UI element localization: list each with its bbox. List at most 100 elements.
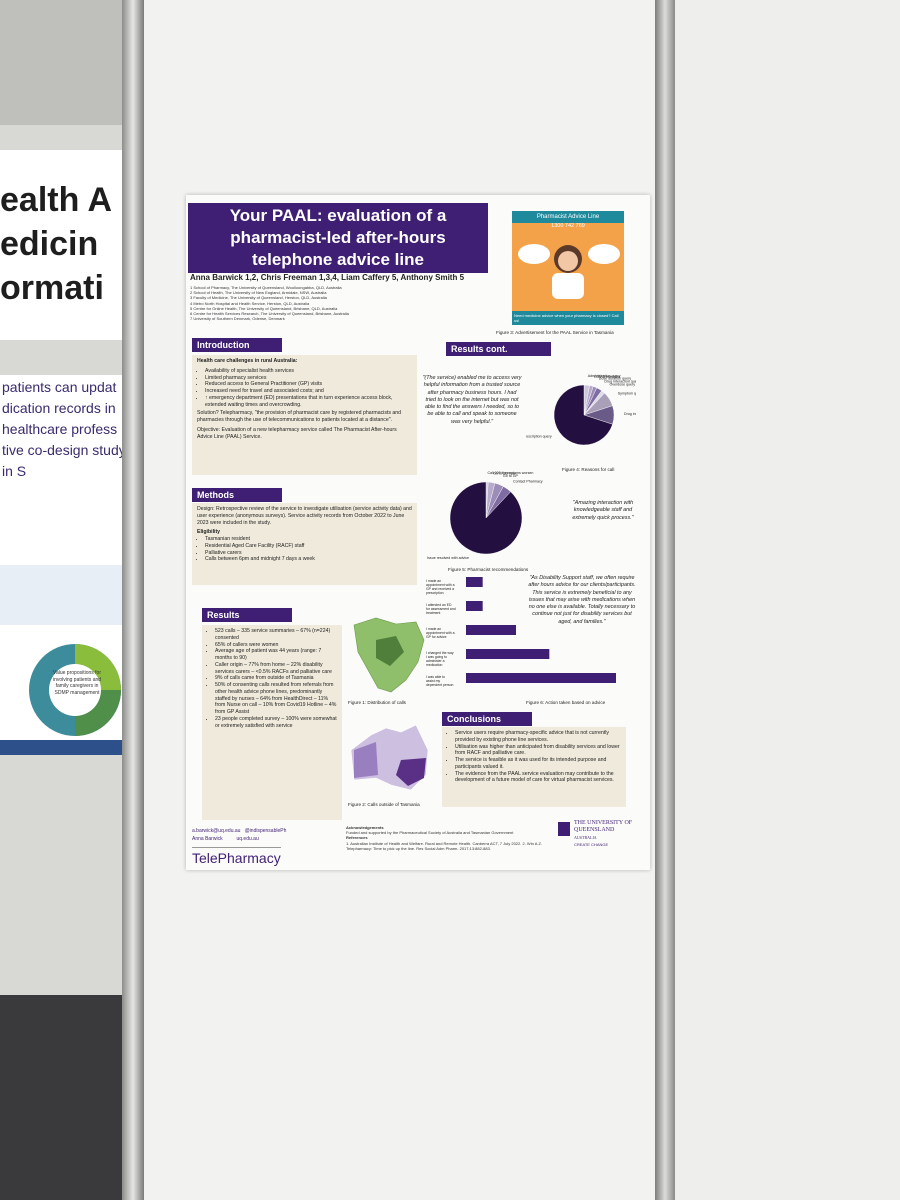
left-poster-wheel [29,644,121,736]
pie-label: Overdose query [609,383,635,387]
bar-label: I attended an ED for assessment and treatm… [426,603,456,615]
conclusions-list: Service users require pharmacy-specific … [447,730,621,784]
intro-bullet: Limited pharmacy services [205,375,412,382]
methods-box: Design: Retrospective review of the serv… [192,503,417,585]
eligibility-item: Tasmanian resident [205,536,412,543]
bubble [518,244,550,264]
left-poster-footer [0,740,135,755]
quote-2: "Amazing interaction with knowledgeable … [572,500,634,521]
label-line: for assessment and [426,607,456,611]
right-pole [655,0,675,1200]
uq-name: THE UNIVERSITY OF QUEENSLAND [574,820,633,833]
label-line: I was able to [426,675,445,679]
conclusions-heading: Conclusions [442,712,532,726]
affiliation: 3 Faculty of Medicine, The University of… [190,295,327,301]
pie-label: Administration query [588,374,621,378]
bar-label: I made an appointment with a GP and receiv… [426,579,455,595]
intro-list: Availability of specialist health servic… [197,368,412,409]
ref-heading: References [346,835,368,841]
intro-bullet: Reduced access to General Practitioner (… [205,381,412,388]
bubble [588,244,620,264]
pie-label: Prescription query [526,434,552,438]
pie-label: Go to GP [503,474,519,478]
poster-title: Your PAAL: evaluation of a pharmacist-le… [188,203,488,273]
intro-bullet: Increased need for travel and associated… [205,388,412,395]
floor [0,995,145,1200]
bar [466,673,616,683]
uq-logo: THE UNIVERSITY OF QUEENSLAND AUSTRALIA C… [558,820,643,848]
bar [466,649,550,659]
results-list: 523 calls – 335 service summaries – 67% … [207,628,337,729]
uq-motto: CREATE CHANGE [574,842,609,847]
pie-slice [553,384,613,446]
banner-line: ormati [0,269,104,307]
affiliation: 1 School of Pharmacy, The University of … [190,285,342,290]
result-item: 50% of consenting calls resulted from re… [215,682,337,716]
bar [466,625,516,635]
brand: TelePharmacy [192,847,281,866]
intro-objective: Objective: Evaluation of a new telepharm… [197,426,397,440]
intro-bullet: ↑ emergency department (ED) presentation… [205,395,412,409]
fig6-chart: I made an appointment with a GP and receiv… [426,577,616,687]
label-line: dependent person [426,683,453,687]
left-poster-figure [0,565,135,625]
body [552,273,584,299]
eligibility-heading: Eligibility [197,529,221,536]
face [558,251,578,271]
ack-text: Funded and supported by the Pharmaceutic… [346,830,514,836]
result-item: 23 people completed survey – 100% were s… [215,716,337,730]
pie-label: Drug information query [624,412,636,416]
banner-text: ealth A edicin ormati [0,150,128,310]
left-pole [122,0,144,1200]
label-line: I made an [426,579,441,583]
label-line: appointment with a [426,583,455,587]
label-line: prescription [426,591,444,595]
bar-label: I was able to assist my dependent person [426,675,453,687]
advert-phone: 1300 742 769 [551,223,585,229]
left-window [0,0,130,125]
poster-line: patients can updat [2,379,117,395]
affiliation: 4 Metro North Hospital and Health Servic… [190,300,310,306]
pie-label: Symptom query [618,392,636,396]
result-item: 65% of callers were women [215,642,337,649]
right-board [670,0,900,1200]
contacts: a.barwick@uq.edu.au @indispensablePh Ann… [192,827,342,843]
label-line: GP and received a [426,587,454,591]
label-line: GP for advice [426,635,447,639]
bar-label: I made an appointment with a GP for advice [426,627,455,639]
pie-label: Contact Pharmacy [513,479,543,483]
pie-label: Dose duration query [599,377,632,381]
banner-line: ealth A [0,181,113,219]
wheel-center [49,664,101,716]
bar [466,577,483,587]
eligibility-item: Calls between 6pm and midnight 7 days a … [205,556,412,563]
intro-heading: Introduction [192,338,282,352]
uq-country: AUSTRALIA [574,835,597,840]
advert-tagline: Need medicine advice when your pharmacy … [512,311,624,325]
eligibility-list: Tasmanian residentResidential Aged Care … [197,536,412,563]
fig6-caption: Figure 6: Action taken based on advice [526,700,606,705]
fig1-caption: Figure 1: Distribution of calls [348,700,406,705]
advert: Pharmacist Advice Line 1300 742 769 Need… [512,211,624,325]
fig2-caption: Figure 2: Calls outside of Tasmania [348,802,420,807]
conclusion-item: The evidence from the PAAL service evalu… [455,771,621,785]
poster: Your PAAL: evaluation of a pharmacist-le… [186,195,650,870]
results-heading: Results [202,608,292,622]
label-line: I made an [426,627,441,631]
authors: Anna Barwick 1,2, Chris Freeman 1,3,4, L… [190,273,465,282]
intro-solution: Solution? Telepharmacy, "the provision o… [197,410,402,423]
pie-label: Call 000 if symptoms worsen [487,471,533,475]
acknowledgements: Acknowledgements Funded and supported by… [346,825,546,851]
website: uq.edu.au [236,836,259,842]
poster-line: tive co-design study in S [2,442,126,479]
label-line: administer a [426,659,445,663]
map-region [376,636,404,666]
result-item: Average age of patient was 44 years (ran… [215,648,337,662]
result-item: 9% of calls came from outside of Tasmani… [215,675,337,682]
label-line: I attended an ED [426,603,452,607]
affiliation: 5 Centre for Online Health, The Universi… [190,305,338,311]
map-region [396,758,426,786]
eligibility-item: Residential Aged Care Facility (RACF) st… [205,543,412,550]
